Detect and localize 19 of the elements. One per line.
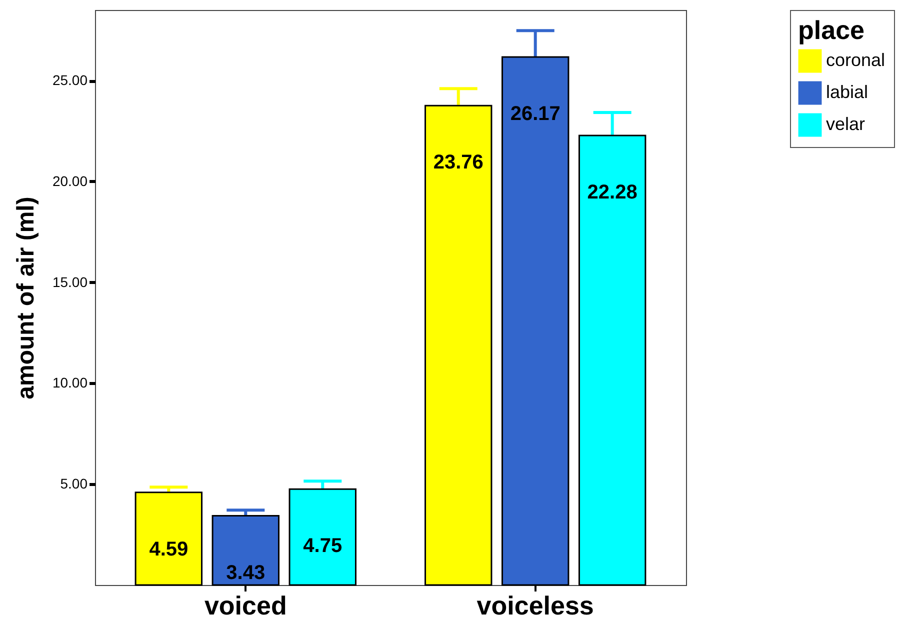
data-label: 23.76	[433, 152, 484, 174]
data-label: 3.43	[226, 562, 266, 584]
bar	[134, 492, 203, 586]
legend-label: coronal	[826, 50, 886, 70]
data-label: 4.59	[149, 538, 188, 560]
legend-label: velar	[826, 114, 866, 134]
x-tick-label: voiceless	[476, 590, 594, 620]
y-axis-title: amount of air (ml)	[12, 196, 40, 400]
data-label: 4.75	[303, 535, 342, 558]
legend-title: place	[798, 15, 864, 45]
y-tick-label: 15.00	[52, 274, 88, 290]
legend-label: labial	[826, 82, 868, 102]
y-tick-label: 20.00	[52, 172, 88, 189]
y-tick-label: 5.00	[60, 476, 88, 492]
data-label: 22.28	[587, 181, 638, 204]
x-tick-label: voiced	[204, 590, 287, 620]
y-tick-label: 25.00	[52, 72, 88, 88]
data-label: 26.17	[510, 103, 560, 126]
y-tick-label: 10.00	[52, 374, 88, 391]
